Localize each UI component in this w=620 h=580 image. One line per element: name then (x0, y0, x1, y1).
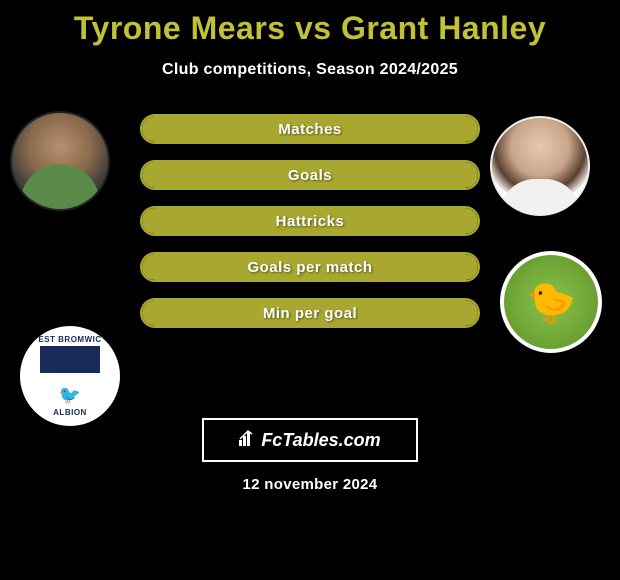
stat-label: Min per goal (142, 305, 478, 322)
stat-row: Goals per match (140, 252, 480, 282)
stats-container: Matches1 Goals0 Hattricks0 Goals per match M… (140, 114, 480, 344)
player-left-avatar (10, 111, 110, 211)
brand-box: FcTables.com (202, 418, 418, 462)
subtitle: Club competitions, Season 2024/2025 (0, 61, 620, 79)
stat-label: Goals per match (142, 259, 478, 276)
club-crest-left: EST BROMWIC 🐦 ALBION (20, 326, 120, 426)
player-right-avatar (490, 116, 590, 216)
crest-left-bottom-text: ALBION (53, 408, 87, 417)
stat-row: Min per goal (140, 298, 480, 328)
date-text: 12 november 2024 (0, 476, 620, 493)
crest-left-top-text: EST BROMWIC (38, 335, 101, 344)
bird-icon: 🐤 (526, 279, 576, 326)
crest-left-shield-icon: 🐦 (40, 346, 100, 406)
chart-icon (239, 430, 257, 451)
page-title: Tyrone Mears vs Grant Hanley (0, 0, 620, 47)
stat-label: Hattricks (142, 213, 478, 230)
club-crest-right: 🐤 (500, 251, 602, 353)
stat-row: Goals0 (140, 160, 480, 190)
stat-row: Hattricks0 (140, 206, 480, 236)
stat-label: Matches (142, 121, 478, 138)
brand-text: FcTables.com (261, 430, 380, 451)
stat-row: Matches1 (140, 114, 480, 144)
stat-label: Goals (142, 167, 478, 184)
comparison-panel: EST BROMWIC 🐦 ALBION 🐤 Matches1Goals0Hat… (0, 111, 620, 411)
